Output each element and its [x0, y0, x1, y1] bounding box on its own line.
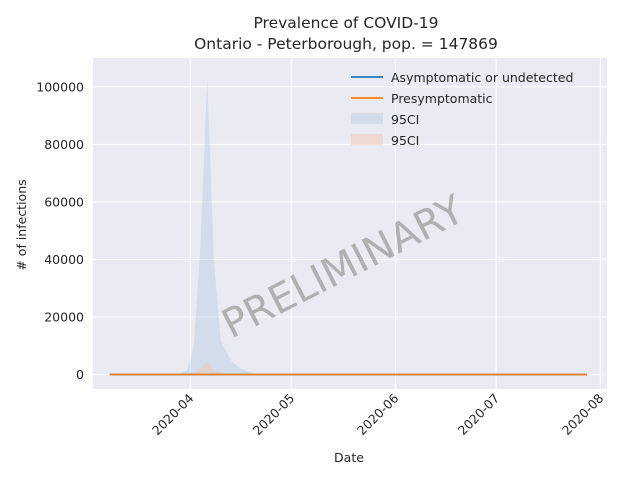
chart-title: Prevalence of COVID-19: [253, 14, 438, 32]
confidence-bands: [109, 78, 587, 375]
y-tick-label: 60000: [44, 194, 84, 209]
legend: Asymptomatic or undetected Presymptomati…: [351, 70, 573, 148]
x-axis-label: Date: [334, 450, 364, 465]
y-axis-label: # of infections: [14, 179, 29, 270]
ci-band-orange: [109, 361, 587, 375]
y-tick-label: 100000: [36, 79, 84, 94]
legend-swatch-ci-blue: [351, 113, 383, 124]
legend-swatch-ci-orange: [351, 134, 383, 145]
x-tick-label: 2020-07: [455, 391, 503, 439]
y-tick-label: 40000: [44, 252, 84, 267]
x-tick-label: 2020-08: [559, 390, 607, 438]
x-tick-label: 2020-04: [149, 390, 197, 438]
ci-band-blue: [109, 78, 587, 375]
y-tick-label: 0: [76, 367, 84, 382]
y-tick-label: 80000: [44, 137, 84, 152]
legend-label-ci-blue: 95CI: [391, 112, 419, 127]
legend-label-presymptomatic: Presymptomatic: [391, 91, 493, 106]
x-tick-label: 2020-05: [250, 391, 298, 439]
legend-label-asymptomatic: Asymptomatic or undetected: [391, 70, 573, 85]
chart-subtitle: Ontario - Peterborough, pop. = 147869: [194, 35, 498, 53]
x-tick-label: 2020-06: [354, 390, 402, 438]
grid: [93, 58, 607, 389]
legend-label-ci-orange: 95CI: [391, 133, 419, 148]
plot-background: [93, 58, 607, 389]
y-tick-label: 20000: [44, 310, 84, 325]
